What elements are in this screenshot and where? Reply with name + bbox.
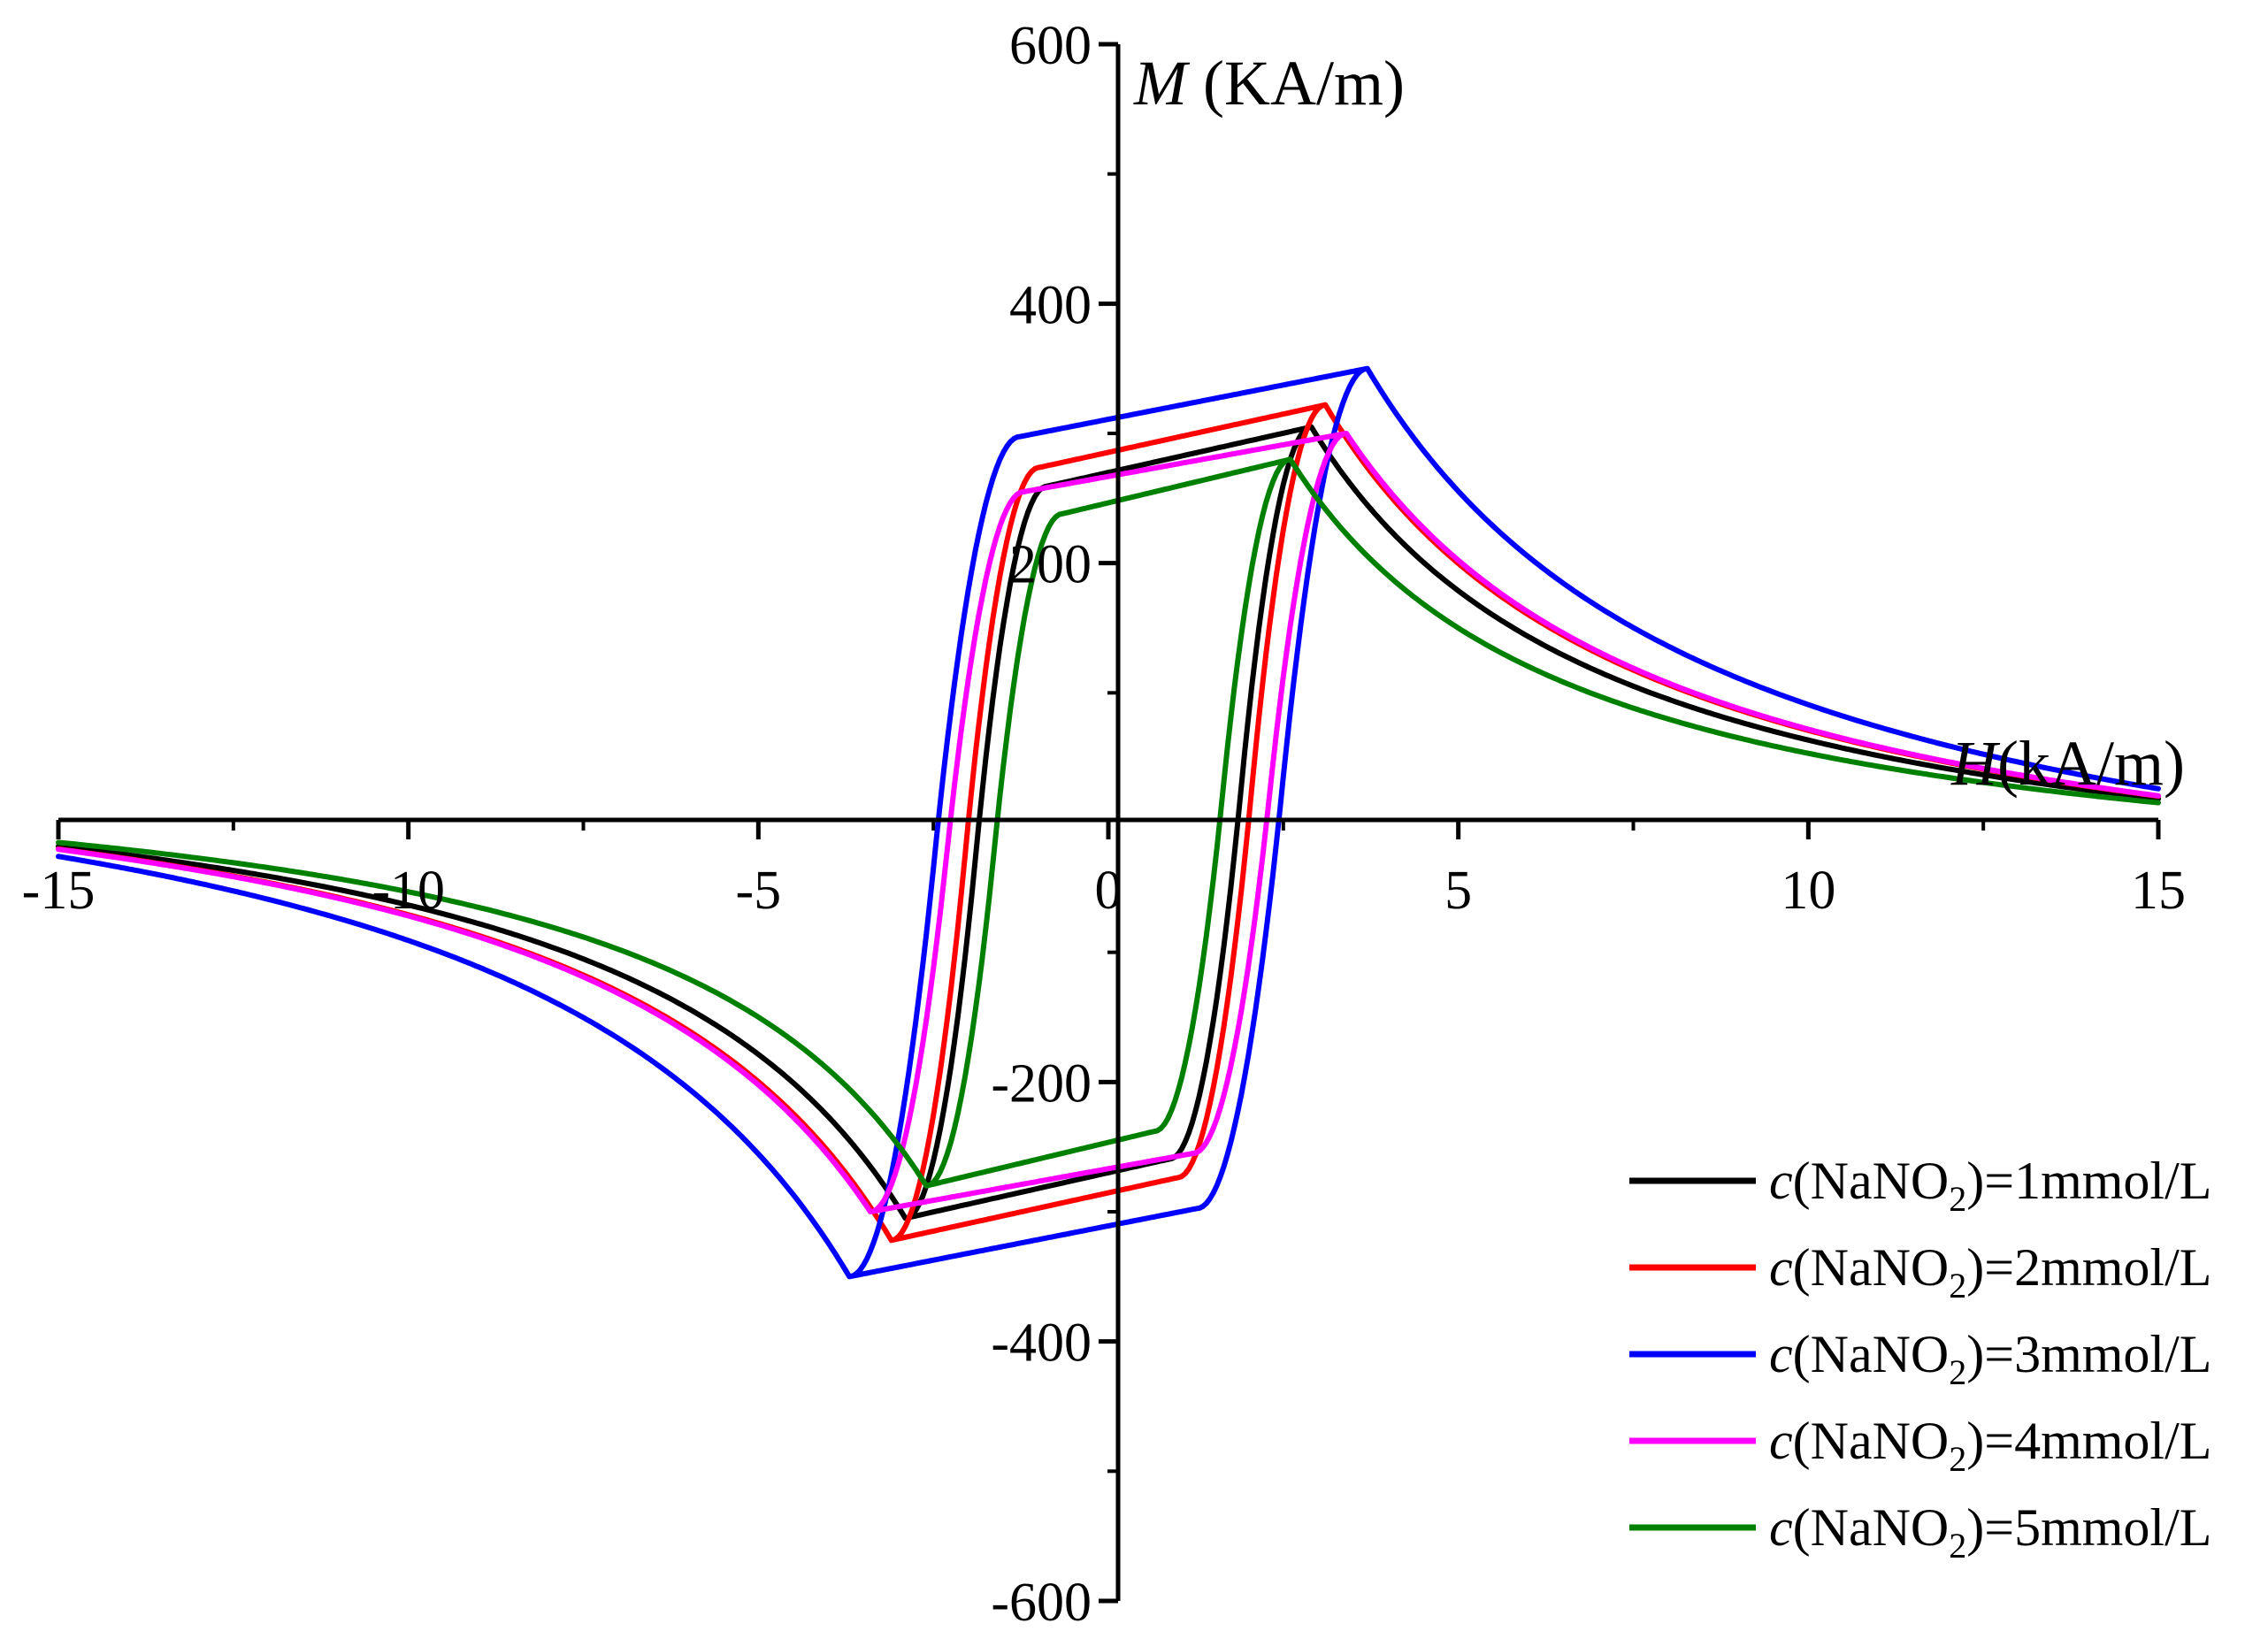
x-tick-label: 10 bbox=[1781, 861, 1835, 921]
y-tick-label: 200 bbox=[1009, 535, 1092, 595]
x-tick-label: -15 bbox=[22, 861, 96, 921]
x-tick-label: 5 bbox=[1444, 861, 1472, 921]
legend-label-3: c(NaNO2)=3mmol/L bbox=[1769, 1325, 2211, 1392]
legend: c(NaNO2)=1mmol/L c(NaNO2)=2mmol/L c(NaNO2)… bbox=[1629, 1152, 2211, 1566]
y-axis-title: M (KA/m) bbox=[1133, 48, 1405, 119]
x-tick-label: 15 bbox=[2131, 861, 2186, 921]
series-line-4 bbox=[56, 431, 2161, 1214]
y-tick-label: -200 bbox=[991, 1053, 1092, 1114]
curve-group bbox=[56, 365, 2161, 1280]
x-axis-symbol: H bbox=[1950, 728, 2001, 799]
legend-label-1: c(NaNO2)=1mmol/L bbox=[1769, 1152, 2211, 1219]
series-line-5 bbox=[56, 456, 2161, 1189]
legend-label-4: c(NaNO2)=4mmol/L bbox=[1769, 1412, 2211, 1479]
y-axis-unit: (KA/m) bbox=[1187, 48, 1405, 119]
legend-label-5: c(NaNO2)=5mmol/L bbox=[1769, 1498, 2211, 1566]
y-tick-label: 400 bbox=[1009, 275, 1092, 335]
y-tick-label: -600 bbox=[991, 1573, 1092, 1631]
series-line-1 bbox=[56, 424, 2161, 1221]
x-axis-title: H(kA/m) bbox=[1950, 728, 2185, 799]
x-tick-label: 0 bbox=[1095, 861, 1123, 921]
y-axis-symbol: M bbox=[1133, 48, 1191, 119]
series-line-3 bbox=[56, 365, 2161, 1280]
x-tick-label: -10 bbox=[372, 861, 445, 921]
x-tick-label: -5 bbox=[736, 861, 782, 921]
legend-label-2: c(NaNO2)=2mmol/L bbox=[1769, 1238, 2211, 1306]
y-tick-label: -400 bbox=[991, 1313, 1092, 1374]
y-tick-label: 600 bbox=[1009, 16, 1092, 76]
x-axis-unit: (kA/m) bbox=[1997, 728, 2185, 799]
axes-group: -15 -10 -5 0 5 10 15 600 400 200 -200 -400 -600 M (KA… bbox=[22, 16, 2186, 1631]
